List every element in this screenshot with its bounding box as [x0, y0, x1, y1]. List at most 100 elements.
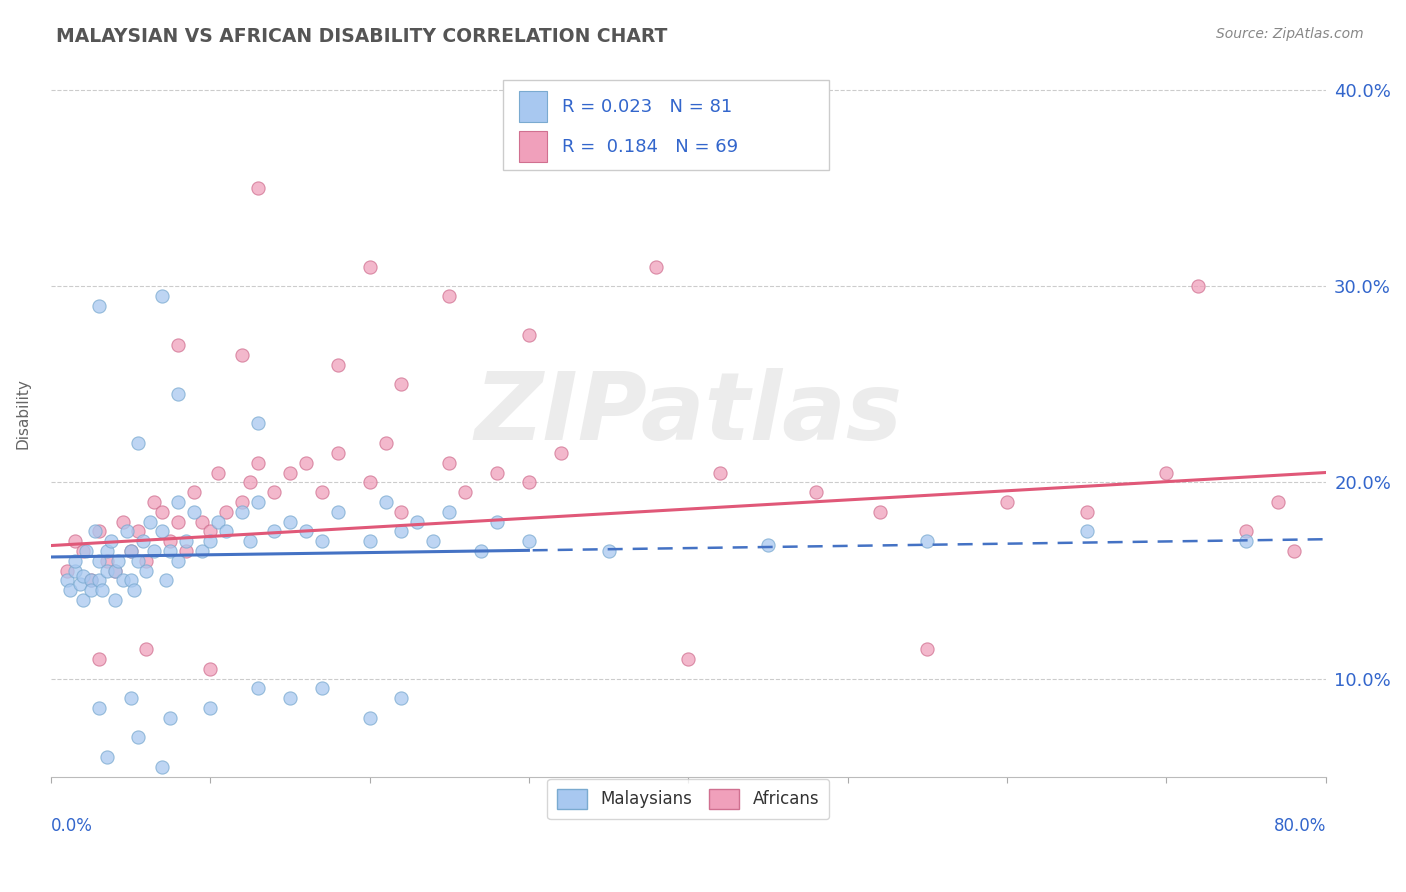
Point	[55, 574, 77, 588]
Point	[207, 515, 229, 529]
Point	[96, 750, 118, 764]
Point	[79, 574, 101, 588]
FancyBboxPatch shape	[503, 79, 828, 170]
Point	[454, 485, 477, 500]
Point	[1187, 279, 1209, 293]
Point	[247, 495, 270, 509]
Point	[517, 328, 540, 343]
Point	[120, 574, 142, 588]
Point	[87, 299, 110, 313]
Point	[143, 495, 166, 509]
Point	[391, 524, 413, 539]
Point	[359, 711, 381, 725]
Legend: Malaysians, Africans: Malaysians, Africans	[547, 779, 830, 819]
Text: 80.0%: 80.0%	[1274, 816, 1326, 835]
Point	[96, 564, 118, 578]
Point	[1076, 505, 1098, 519]
Point	[87, 652, 110, 666]
Point	[326, 446, 349, 460]
Point	[96, 544, 118, 558]
Point	[391, 691, 413, 706]
Point	[63, 534, 86, 549]
Point	[1267, 495, 1289, 509]
Point	[200, 662, 222, 676]
Point	[120, 691, 142, 706]
Point	[69, 577, 91, 591]
Text: MALAYSIAN VS AFRICAN DISABILITY CORRELATION CHART: MALAYSIAN VS AFRICAN DISABILITY CORRELAT…	[56, 27, 668, 45]
Point	[200, 701, 222, 715]
Point	[598, 544, 620, 558]
Point	[79, 583, 101, 598]
Y-axis label: Disability: Disability	[15, 378, 30, 449]
Point	[406, 515, 429, 529]
Point	[1156, 466, 1178, 480]
Point	[359, 475, 381, 490]
Point	[247, 417, 270, 431]
Point	[550, 446, 572, 460]
Point	[311, 534, 333, 549]
Point	[167, 495, 190, 509]
Point	[1234, 524, 1257, 539]
Point	[176, 534, 198, 549]
Point	[183, 505, 205, 519]
Point	[470, 544, 492, 558]
Point	[87, 574, 110, 588]
Point	[87, 524, 110, 539]
Point	[63, 564, 86, 578]
Point	[107, 554, 129, 568]
Point	[120, 544, 142, 558]
Point	[231, 495, 253, 509]
Point	[135, 642, 157, 657]
Point	[72, 544, 94, 558]
Point	[439, 456, 461, 470]
Point	[111, 574, 134, 588]
Point	[55, 564, 77, 578]
Point	[135, 564, 157, 578]
Point	[207, 466, 229, 480]
Point	[138, 515, 160, 529]
Point	[150, 289, 173, 303]
Point	[917, 534, 939, 549]
Point	[359, 534, 381, 549]
Point	[150, 760, 173, 774]
Point	[995, 495, 1018, 509]
Point	[278, 466, 301, 480]
Point	[159, 544, 181, 558]
Point	[127, 436, 149, 450]
Point	[869, 505, 891, 519]
Point	[191, 515, 214, 529]
Point	[439, 289, 461, 303]
Point	[326, 358, 349, 372]
Point	[517, 475, 540, 490]
Point	[247, 456, 270, 470]
Point	[917, 642, 939, 657]
Text: ZIPatlas: ZIPatlas	[474, 368, 903, 459]
Point	[391, 377, 413, 392]
Point	[143, 544, 166, 558]
Point	[59, 583, 82, 598]
Point	[247, 181, 270, 195]
Point	[200, 524, 222, 539]
Point	[103, 593, 125, 607]
Point	[87, 554, 110, 568]
Point	[96, 554, 118, 568]
Point	[215, 505, 238, 519]
Point	[278, 691, 301, 706]
Point	[122, 583, 145, 598]
Point	[63, 554, 86, 568]
Point	[231, 348, 253, 362]
Point	[135, 554, 157, 568]
Point	[359, 260, 381, 274]
Point	[191, 544, 214, 558]
Point	[100, 534, 122, 549]
Point	[311, 681, 333, 696]
Point	[215, 524, 238, 539]
Point	[150, 524, 173, 539]
Point	[72, 593, 94, 607]
Point	[247, 681, 270, 696]
Point	[155, 574, 177, 588]
Point	[678, 652, 700, 666]
Point	[374, 436, 396, 450]
Point	[120, 544, 142, 558]
Point	[79, 574, 101, 588]
